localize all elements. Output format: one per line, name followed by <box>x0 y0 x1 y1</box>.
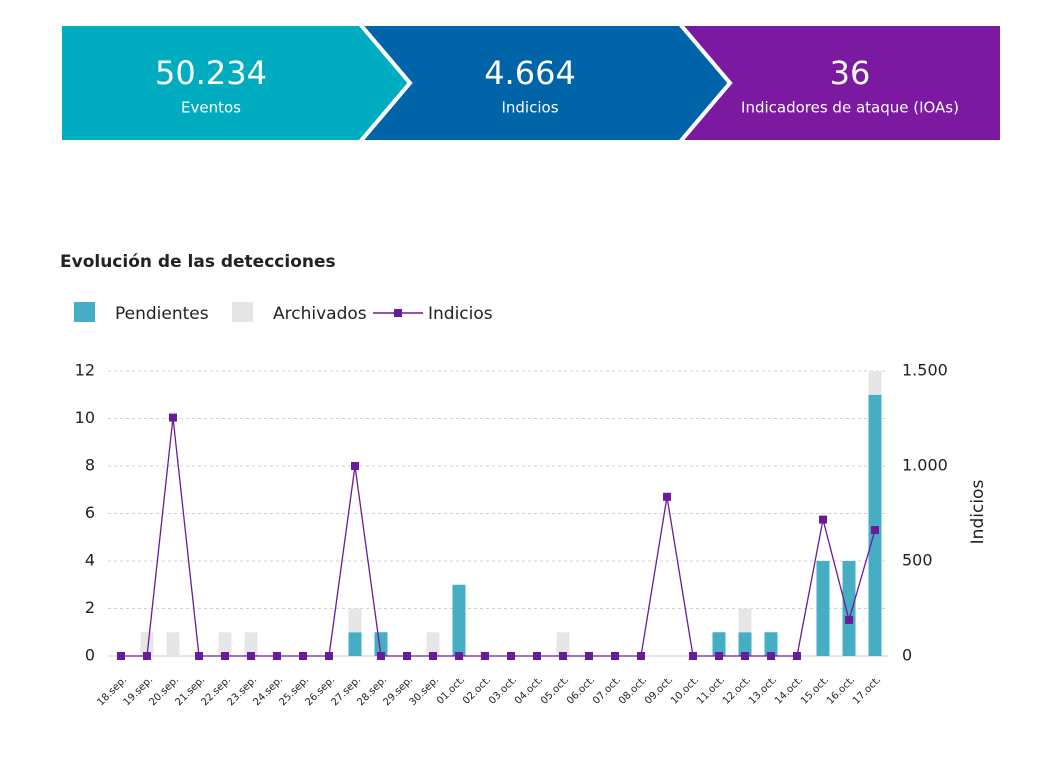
line-marker <box>559 652 567 660</box>
y2-tick-label: 1.500 <box>902 361 948 380</box>
banner-value: 50.234 <box>155 54 267 92</box>
bar <box>426 632 440 656</box>
x-tick-label: 05.oct. <box>539 674 571 706</box>
x-tick-label: 01.oct. <box>435 674 467 706</box>
line-marker <box>351 462 359 470</box>
y-tick-label: 0 <box>85 646 95 665</box>
line-marker <box>143 652 151 660</box>
y2-tick-label: 500 <box>902 551 933 570</box>
line-marker <box>455 652 463 660</box>
line-marker <box>247 652 255 660</box>
y-tick-label: 6 <box>85 503 95 522</box>
banner-value: 4.664 <box>484 54 576 92</box>
line-marker <box>195 652 203 660</box>
line-marker <box>663 492 671 501</box>
x-tick-label: 14.oct. <box>773 674 805 706</box>
line-marker <box>845 615 853 624</box>
x-tick-label: 02.oct. <box>461 674 493 706</box>
legend-swatch <box>74 302 95 322</box>
bar <box>556 632 570 656</box>
banner-label: Eventos <box>181 99 241 117</box>
x-tick-label: 13.oct. <box>747 674 779 706</box>
line-marker <box>533 652 541 660</box>
line-marker <box>221 652 229 660</box>
banner-label: Indicios <box>501 99 558 117</box>
x-tick-label: 16.oct. <box>825 674 857 706</box>
x-tick-label: 17.oct. <box>851 674 883 706</box>
x-tick-label: 07.oct. <box>591 674 623 706</box>
line-marker <box>117 652 125 660</box>
line-marker <box>507 652 515 660</box>
y2-tick-label: 1.000 <box>902 456 948 475</box>
legend-label: Archivados <box>273 304 367 324</box>
legend-swatch <box>232 302 253 322</box>
x-tick-label: 04.oct. <box>513 674 545 706</box>
y-tick-label: 8 <box>85 456 95 475</box>
x-tick-label: 10.oct. <box>669 674 701 706</box>
line-marker <box>689 652 697 660</box>
bar <box>842 561 856 656</box>
y-tick-label: 12 <box>75 361 95 380</box>
bar <box>374 632 388 656</box>
line-marker <box>871 526 879 535</box>
bar <box>452 584 466 656</box>
bar <box>140 632 154 656</box>
bar <box>712 632 726 656</box>
line-marker <box>403 652 411 660</box>
line-marker <box>169 413 177 422</box>
bar <box>166 632 180 656</box>
line-marker <box>611 652 619 660</box>
y-tick-label: 4 <box>85 551 95 570</box>
x-tick-label: 03.oct. <box>487 674 519 706</box>
bar <box>816 561 830 656</box>
banner-value: 36 <box>830 54 871 92</box>
bar <box>348 632 362 656</box>
x-tick-label: 06.oct. <box>565 674 597 706</box>
bar <box>218 632 232 656</box>
bar <box>764 632 778 656</box>
line-marker <box>273 652 281 660</box>
y2-tick-label: 0 <box>902 646 912 665</box>
bar <box>738 608 752 633</box>
x-tick-label: 11.oct. <box>695 674 727 706</box>
line-marker <box>299 652 307 660</box>
bar <box>868 371 882 395</box>
line-marker <box>741 652 749 660</box>
line-marker <box>377 652 385 660</box>
line-marker <box>793 652 801 660</box>
bar <box>244 632 258 656</box>
x-tick-label: 08.oct. <box>617 674 649 706</box>
line-marker <box>715 652 723 660</box>
bar <box>868 394 882 656</box>
line-marker <box>637 652 645 660</box>
banner-label: Indicadores de ataque (IOAs) <box>741 99 959 117</box>
line-marker <box>767 652 775 660</box>
line-marker <box>585 652 593 660</box>
chart-title: Evolución de las detecciones <box>60 252 336 272</box>
line-marker <box>819 515 827 524</box>
line-marker <box>429 652 437 660</box>
line-marker <box>481 652 489 660</box>
legend-marker <box>394 309 402 317</box>
line <box>121 417 876 657</box>
line-marker <box>325 652 333 660</box>
legend-label: Indicios <box>428 304 493 324</box>
x-tick-label: 12.oct. <box>721 674 753 706</box>
x-tick-label: 09.oct. <box>643 674 675 706</box>
bar <box>738 632 752 656</box>
x-tick-label: 15.oct. <box>799 674 831 706</box>
y-tick-label: 10 <box>75 408 95 427</box>
legend-label: Pendientes <box>115 304 209 324</box>
banner <box>675 22 1004 144</box>
bar <box>348 608 362 633</box>
y-tick-label: 2 <box>85 598 95 617</box>
y2-axis-label: Indicios <box>968 480 988 545</box>
